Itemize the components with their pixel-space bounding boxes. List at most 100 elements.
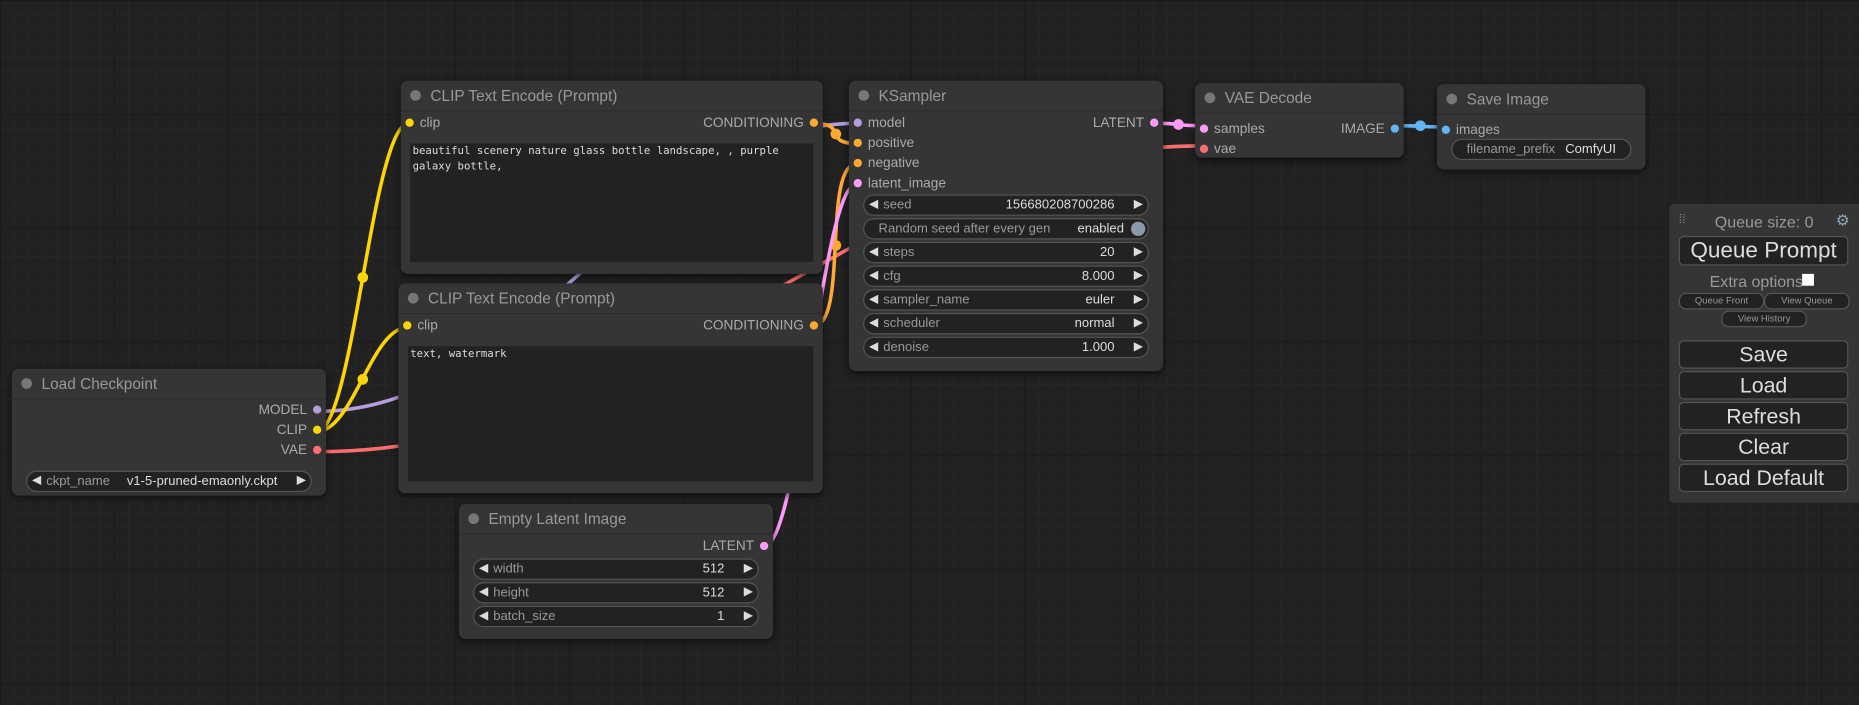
output-slot-model[interactable]: MODEL bbox=[148, 401, 326, 420]
slot-label: MODEL bbox=[258, 403, 308, 418]
node-title[interactable]: Empty Latent Image bbox=[458, 504, 774, 535]
decrement-arrow-icon[interactable]: ◀ bbox=[869, 316, 879, 330]
latent-output-dot[interactable] bbox=[759, 541, 769, 551]
widget-seed[interactable]: ◀ ▶ seed 156680208700286 bbox=[863, 194, 1149, 216]
node-load-checkpoint[interactable]: Load Checkpoint MODEL CLIP VAE ◀ ▶ ckpt_name v1… bbox=[11, 368, 327, 496]
toggle-knob[interactable] bbox=[1131, 221, 1146, 236]
increment-arrow-icon[interactable]: ▶ bbox=[1133, 292, 1143, 306]
decrement-arrow-icon[interactable]: ◀ bbox=[869, 197, 879, 212]
widget-denoise[interactable]: ◀ ▶ denoise 1.000 bbox=[863, 336, 1149, 359]
view-history-button[interactable]: View History bbox=[1721, 310, 1807, 328]
widget-height[interactable]: ◀ ▶ height 512 bbox=[473, 582, 759, 604]
increment-arrow-icon[interactable]: ▶ bbox=[743, 585, 753, 599]
prompt-textarea[interactable]: text, watermark bbox=[407, 346, 814, 482]
save-button[interactable]: Save bbox=[1678, 340, 1849, 369]
increment-arrow-icon[interactable]: ▶ bbox=[743, 561, 753, 576]
view-queue-button[interactable]: View Queue bbox=[1764, 292, 1850, 310]
refresh-button[interactable]: Refresh bbox=[1678, 401, 1849, 431]
increment-arrow-icon[interactable]: ▶ bbox=[1133, 197, 1143, 212]
increment-arrow-icon[interactable]: ▶ bbox=[1133, 245, 1143, 259]
decrement-arrow-icon[interactable]: ◀ bbox=[869, 269, 879, 283]
widget-scheduler[interactable]: ◀ ▶ scheduler normal bbox=[863, 312, 1149, 335]
link-center-dot[interactable] bbox=[1173, 119, 1184, 130]
node-clip-text-encode-prompt[interactable]: CLIP Text Encode (Prompt) clip CONDITIONIN… bbox=[398, 283, 823, 494]
load-button[interactable]: Load bbox=[1678, 371, 1849, 400]
vae-input-dot[interactable] bbox=[1199, 144, 1209, 153]
extra-options-checkbox[interactable] bbox=[1802, 273, 1814, 286]
vae-output-dot[interactable] bbox=[312, 445, 322, 455]
widget-value: 20 bbox=[1099, 245, 1115, 260]
conditioning-output-dot[interactable] bbox=[809, 321, 819, 330]
widget-value: v1-5-pruned-emaonly.ckpt bbox=[126, 474, 278, 489]
conditioning-output-dot[interactable] bbox=[809, 118, 819, 127]
widget-cfg[interactable]: ◀ ▶ cfg 8.000 bbox=[863, 265, 1149, 287]
decrement-arrow-icon[interactable]: ◀ bbox=[869, 340, 879, 354]
widget-batch-size[interactable]: ◀ ▶ batch_size 1 bbox=[473, 605, 759, 628]
decrement-arrow-icon[interactable]: ◀ bbox=[869, 292, 879, 306]
decrement-arrow-icon[interactable]: ◀ bbox=[478, 561, 489, 576]
slot-label: latent_image bbox=[867, 176, 946, 191]
widget-width[interactable]: ◀ ▶ width 512 bbox=[473, 558, 759, 580]
increment-arrow-icon[interactable]: ▶ bbox=[1133, 316, 1143, 330]
link-center-dot[interactable] bbox=[357, 272, 369, 283]
widget-sampler-name[interactable]: ◀ ▶ sampler_name euler bbox=[863, 289, 1149, 311]
increment-arrow-icon[interactable]: ▶ bbox=[1133, 269, 1143, 283]
clip-output-dot[interactable] bbox=[312, 425, 322, 434]
widget-steps[interactable]: ◀ ▶ steps 20 bbox=[863, 241, 1149, 264]
decrement-arrow-icon[interactable]: ◀ bbox=[32, 474, 42, 488]
node-ksampler[interactable]: KSampler model positive negative latent_imag… bbox=[848, 80, 1164, 372]
node-title[interactable]: CLIP Text Encode (Prompt) bbox=[398, 283, 823, 315]
increment-arrow-icon[interactable]: ▶ bbox=[1133, 340, 1143, 354]
output-slot-latent[interactable]: LATENT bbox=[985, 114, 1163, 133]
node-title[interactable]: VAE Decode bbox=[1195, 83, 1404, 114]
clear-button[interactable]: Clear bbox=[1678, 432, 1849, 462]
node-title[interactable]: KSampler bbox=[848, 81, 1164, 112]
output-slot-conditioning[interactable]: CONDITIONING bbox=[645, 317, 823, 336]
widget-random-seed-after-every-gen[interactable]: Random seed after every gen enabled bbox=[863, 218, 1149, 240]
slot-label: LATENT bbox=[1092, 116, 1145, 131]
model-output-dot[interactable] bbox=[312, 405, 322, 414]
node-save-image[interactable]: Save Image images filename_prefix ComfyUI bbox=[1436, 84, 1646, 170]
positive-input-dot[interactable] bbox=[853, 138, 862, 148]
drag-handle-icon[interactable]: ⁞⁞ bbox=[1678, 213, 1686, 227]
node-title[interactable]: Load Checkpoint bbox=[11, 369, 327, 400]
slot-label: negative bbox=[867, 156, 920, 171]
clip-input-dot[interactable] bbox=[403, 321, 412, 330]
output-slot-vae[interactable]: VAE bbox=[148, 441, 326, 460]
increment-arrow-icon[interactable]: ▶ bbox=[296, 474, 306, 488]
node-title[interactable]: Save Image bbox=[1436, 84, 1646, 116]
queue-front-button[interactable]: Queue Front bbox=[1678, 292, 1765, 310]
node-title[interactable]: CLIP Text Encode (Prompt) bbox=[400, 81, 823, 112]
node-empty-latent-image[interactable]: Empty Latent Image LATENT ◀ ▶ width 512 ◀ ▶ heig… bbox=[458, 503, 774, 640]
link-center-dot[interactable] bbox=[1415, 120, 1426, 132]
widget-ckpt-name[interactable]: ◀ ▶ ckpt_name v1-5-pruned-emaonly.ckpt bbox=[26, 470, 312, 493]
output-slot-latent[interactable]: LATENT bbox=[595, 537, 773, 556]
extra-options-label: Extra options bbox=[1709, 272, 1804, 291]
output-slot-clip[interactable]: CLIP bbox=[148, 421, 326, 440]
prompt-textarea[interactable]: beautiful scenery nature glass bottle la… bbox=[410, 143, 814, 263]
load-default-button[interactable]: Load Default bbox=[1678, 463, 1849, 493]
latent-output-dot[interactable] bbox=[1150, 118, 1159, 127]
latent-image-input-dot[interactable] bbox=[853, 179, 862, 188]
clip-input-dot[interactable] bbox=[405, 118, 414, 127]
node-vae-decode[interactable]: VAE Decode samples vae IMAGE bbox=[1195, 82, 1404, 158]
link-center-dot[interactable] bbox=[357, 374, 369, 385]
output-slot-image[interactable]: IMAGE bbox=[1226, 120, 1404, 139]
negative-input-dot[interactable] bbox=[853, 158, 862, 168]
decrement-arrow-icon[interactable]: ◀ bbox=[478, 585, 489, 599]
node-clip-text-encode-prompt[interactable]: CLIP Text Encode (Prompt) clip CONDITIONIN… bbox=[400, 80, 823, 274]
model-input-dot[interactable] bbox=[853, 118, 862, 127]
increment-arrow-icon[interactable]: ▶ bbox=[743, 609, 753, 623]
image-output-dot[interactable] bbox=[1390, 124, 1400, 133]
queue-prompt-button[interactable]: Queue Prompt bbox=[1678, 235, 1849, 266]
images-input-dot[interactable] bbox=[1441, 125, 1450, 134]
widget-filename-prefix[interactable]: filename_prefix ComfyUI bbox=[1451, 138, 1632, 161]
samples-input-dot[interactable] bbox=[1199, 124, 1209, 133]
link-center-dot[interactable] bbox=[830, 128, 842, 140]
gear-icon[interactable]: ⚙ bbox=[1835, 211, 1850, 229]
output-slot-conditioning[interactable]: CONDITIONING bbox=[645, 114, 823, 133]
decrement-arrow-icon[interactable]: ◀ bbox=[869, 245, 879, 259]
decrement-arrow-icon[interactable]: ◀ bbox=[478, 609, 489, 623]
queue-size: Queue size: 0 bbox=[1714, 213, 1814, 232]
